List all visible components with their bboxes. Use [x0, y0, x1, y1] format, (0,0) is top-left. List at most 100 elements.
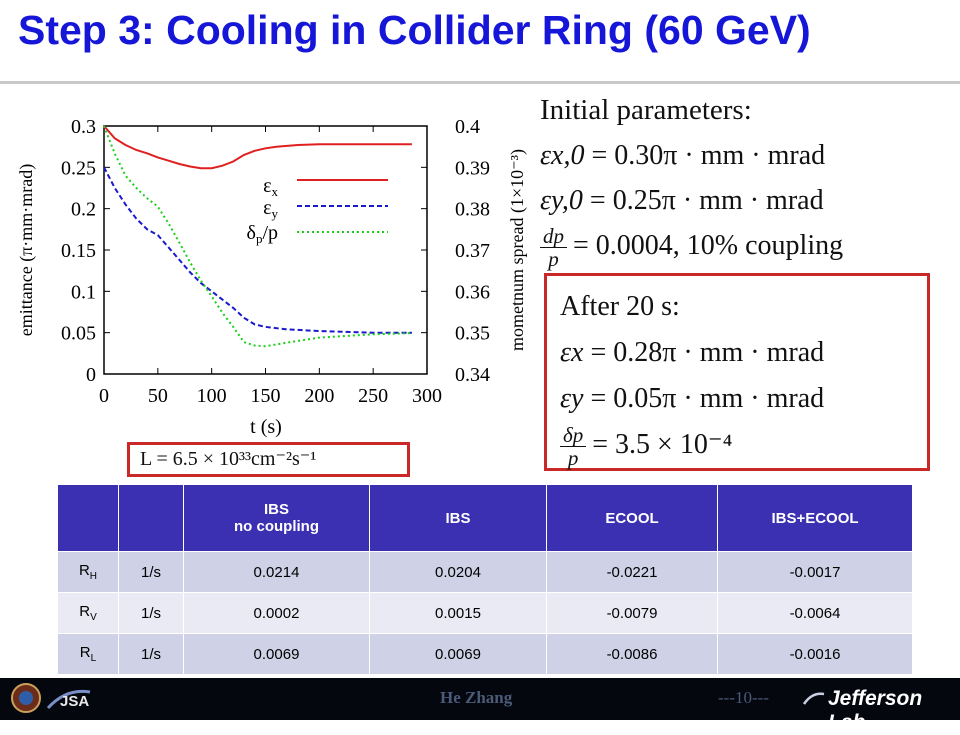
header-ibs: IBS: [369, 485, 547, 552]
cell-value: 0.0204: [369, 551, 547, 593]
jefferson-lab-logo: Jefferson Lab: [828, 687, 923, 734]
left-y-tick-label: 0.3: [71, 116, 96, 138]
x-tick-label: 200: [304, 385, 334, 407]
row-symbol: RV: [58, 592, 119, 634]
header-ibs-no-coupling-line: no coupling: [234, 518, 319, 535]
jsa-logo: JSA: [46, 684, 104, 719]
jlab-seal-logo-icon: [11, 683, 41, 713]
table-row: RH 1/s 0.0214 0.0204 -0.0221 -0.0017: [58, 551, 913, 593]
table-row: RV 1/s 0.0002 0.0015 -0.0079 -0.0064: [58, 592, 913, 634]
left-y-tick-label: 0.2: [71, 199, 96, 221]
cell-value: -0.0016: [717, 633, 913, 674]
initial-dp-fraction: dp p: [540, 225, 567, 270]
after-dp-fraction: δp p: [560, 424, 587, 469]
table-row: RL 1/s 0.0069 0.0069 -0.0086 -0.0016: [58, 633, 913, 674]
initial-ex-value: = 0.30π · mm · mrad: [591, 140, 826, 171]
right-y-tick-label: 0.35: [455, 323, 490, 345]
left-y-tick-label: 0.25: [61, 157, 96, 179]
row-symbol: RL: [58, 633, 119, 674]
initial-ex-symbol: εx,0: [540, 140, 585, 171]
after-ey-value: = 0.05π · mm · mrad: [590, 383, 825, 414]
left-y-tick-label: 0.05: [61, 323, 96, 345]
x-tick-label: 250: [358, 385, 388, 407]
right-y-tick-label: 0.34: [455, 364, 490, 386]
jsa-wordmark: JSA: [60, 693, 89, 710]
right-y-tick-label: 0.39: [455, 157, 490, 179]
initial-parameters: Initial parameters: εx,0 = 0.30π · mm · …: [540, 88, 958, 270]
after-ex: εx = 0.28π · mm · mrad: [560, 330, 927, 376]
plot-frame: [103, 125, 428, 375]
header-unit: [118, 485, 184, 552]
cell-value: -0.0064: [717, 592, 913, 634]
left-y-tick-label: 0.1: [71, 281, 96, 303]
table-header-row: IBS no coupling IBS ECOOL IBS+ECOOL: [58, 485, 913, 552]
cell-value: -0.0079: [546, 592, 718, 634]
left-y-tick-label: 0.15: [61, 240, 96, 262]
x-tick-label: 100: [197, 385, 227, 407]
header-symbol: [58, 485, 119, 552]
row-symbol: RH: [58, 551, 119, 593]
after-ex-symbol: εx: [560, 337, 584, 368]
after-heading: After 20 s:: [560, 291, 680, 322]
initial-dp-value: = 0.0004, 10% coupling: [573, 230, 844, 261]
rates-table: IBS no coupling IBS ECOOL IBS+ECOOL RH 1/…: [58, 485, 913, 674]
row-unit: 1/s: [118, 633, 184, 674]
row-unit: 1/s: [118, 551, 184, 593]
legend-ey-label: εy: [263, 197, 278, 221]
slide-title: Step 3: Cooling in Collider Ring (60 GeV…: [18, 7, 811, 53]
jsa-swoosh-icon: JSA: [46, 689, 91, 710]
x-axis-label: t (s): [250, 416, 282, 438]
left-y-axis: 0 0.05 0.1 0.15 0.2 0.25 0.3: [61, 116, 110, 386]
right-y-tick-label: 0.38: [455, 199, 490, 221]
cell-value: 0.0069: [183, 633, 370, 674]
cooling-chart: 0 50 100 150 200 250 300 0 0.05 0.1 0.15 0.2 0.25 0.…: [16, 116, 528, 438]
x-axis: 0 50 100 150 200 250 300: [99, 126, 442, 407]
header-ibs-no-coupling: IBS no coupling: [183, 485, 370, 552]
series-line-ex: [103, 125, 412, 170]
luminosity-box: L = 6.5 × 10³³cm⁻²s⁻¹: [127, 442, 410, 477]
series-group: [103, 125, 412, 348]
x-tick-label: 50: [148, 385, 168, 407]
cell-value: -0.0017: [717, 551, 913, 593]
luminosity-value: L = 6.5 × 10³³cm⁻²s⁻¹: [140, 448, 317, 470]
cell-value: 0.0002: [183, 592, 370, 634]
jlab-swoosh-icon: [802, 692, 825, 705]
cell-value: 0.0214: [183, 551, 370, 593]
cell-value: -0.0086: [546, 633, 718, 674]
initial-parameters-heading: Initial parameters:: [540, 94, 752, 126]
initial-ey: εy,0 = 0.25π · mm · mrad: [540, 178, 958, 223]
after-ey: εy = 0.05π · mm · mrad: [560, 376, 927, 422]
series-line-dp: [103, 125, 412, 348]
row-unit: 1/s: [118, 592, 184, 634]
after-dp-value: = 3.5 × 10⁻⁴: [592, 429, 733, 460]
series-line-ey: [103, 166, 412, 334]
left-y-axis-label: emittance (π·mm·mrad): [16, 164, 37, 337]
footer-author: He Zhang: [440, 688, 513, 707]
initial-ey-value: = 0.25π · mm · mrad: [589, 185, 824, 216]
right-y-tick-label: 0.36: [455, 281, 490, 303]
right-y-tick-label: 0.4: [455, 116, 480, 138]
header-ibs-ecool: IBS+ECOOL: [717, 485, 913, 552]
footer-bar: JSA He Zhang ---10--- Jefferson Lab: [0, 678, 960, 734]
initial-ey-symbol: εy,0: [540, 185, 583, 216]
right-y-axis: 0.34 0.35 0.36 0.37 0.38 0.39 0.4: [421, 116, 490, 386]
after-dp: δp p = 3.5 × 10⁻⁴: [560, 422, 927, 469]
x-tick-label: 150: [251, 385, 281, 407]
legend-ex-label: εx: [263, 175, 278, 199]
header-ibs-no-coupling-line: IBS: [263, 501, 289, 518]
initial-ex: εx,0 = 0.30π · mm · mrad: [540, 133, 958, 178]
cell-value: 0.0069: [369, 633, 547, 674]
footer-page-number: ---10---: [718, 688, 769, 707]
after-ex-value: = 0.28π · mm · mrad: [590, 337, 825, 368]
cell-value: -0.0221: [546, 551, 718, 593]
cell-value: 0.0015: [369, 592, 547, 634]
right-y-axis-label: mometnum spread (1×10⁻³): [507, 149, 528, 351]
left-y-tick-label: 0: [86, 364, 96, 386]
x-tick-label: 300: [412, 385, 442, 407]
after-ey-symbol: εy: [560, 383, 584, 414]
right-y-tick-label: 0.37: [455, 240, 490, 262]
legend: εx εy δp/p: [247, 175, 388, 246]
legend-dp-label: δp/p: [247, 222, 279, 246]
x-tick-label: 0: [99, 385, 109, 407]
initial-dp: dp p = 0.0004, 10% coupling: [540, 223, 958, 270]
